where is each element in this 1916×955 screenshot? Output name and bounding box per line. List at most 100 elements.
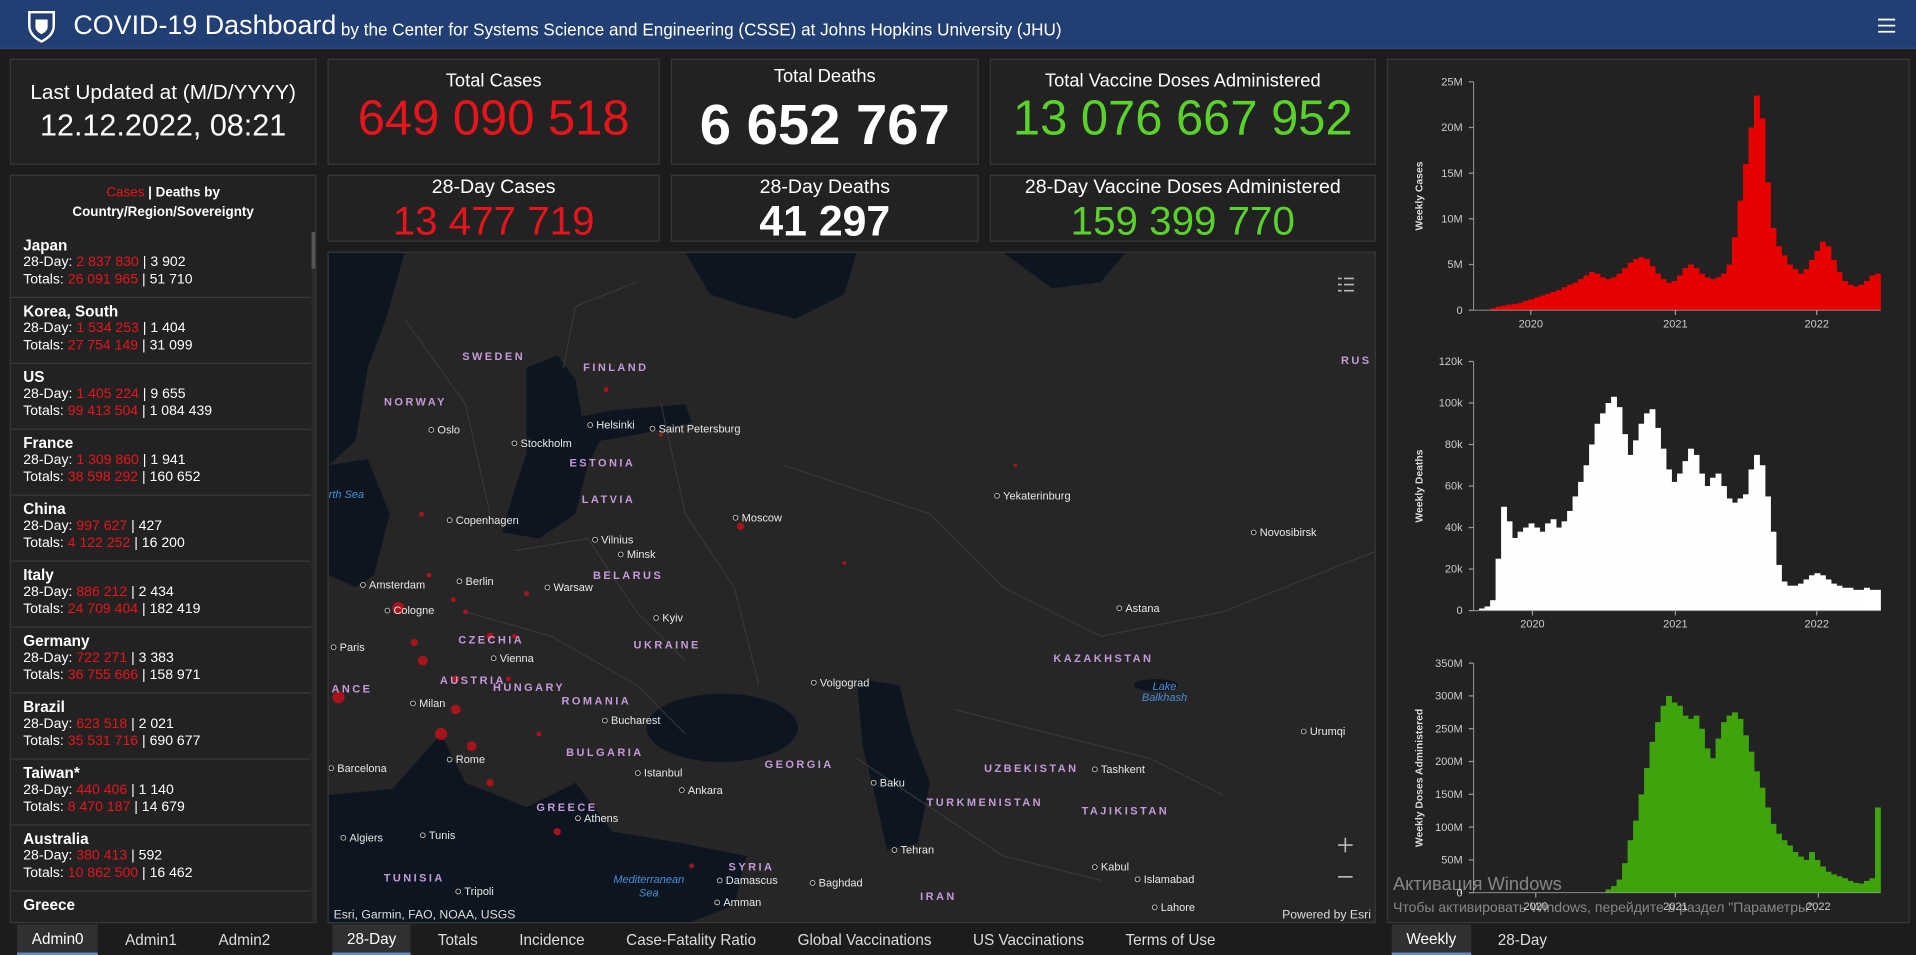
bar [1836,585,1843,611]
cases-value: 10 862 500 [67,865,139,881]
deaths-value: 3 383 [138,650,174,666]
baltic-sea [502,355,692,539]
x-tick-label: 2022 [1806,901,1830,913]
bar [1644,259,1650,311]
legend-button[interactable] [1337,277,1354,292]
bar [1776,833,1782,893]
legend-icon[interactable] [1337,277,1354,292]
case-bubble [486,779,494,787]
bar [1831,874,1837,893]
city-label: Warsaw [554,582,593,594]
tab[interactable]: Global Vaccinations [797,931,932,949]
bar [1792,269,1799,311]
city-label: Lahore [1161,902,1195,914]
tab[interactable]: Admin0 [17,924,99,955]
country-row[interactable]: Japan 28-Day: 2 837 830 | 3 902 Totals: 26… [10,232,311,298]
bar [1671,481,1678,611]
bar [1737,498,1744,611]
bar [1710,279,1716,311]
city-dot [340,834,347,841]
tab[interactable]: 28-Day [1497,931,1548,949]
country-row[interactable]: US 28-Day: 1 405 224 | 9 655 Totals: 99 41… [10,364,311,430]
country-row[interactable]: Taiwan* 28-Day: 440 406 | 1 140 Totals: 8 … [10,760,311,826]
watermark-title: Активация Windows [1393,873,1562,894]
stat-label: 28-Day Vaccine Doses Administered [1024,177,1341,198]
bar [1616,879,1623,893]
chart: Weekly Deaths 0 20k 40k 60k 80k 100k 120k 2020 20… [1414,356,1881,631]
borders [404,281,1375,881]
tab[interactable]: Case-Fatality Ratio [626,931,757,949]
bar [1501,305,1507,311]
list-title-separator: | [148,185,152,201]
city-dot [679,787,685,793]
bar [1721,486,1727,611]
x-tick-label: 2021 [1663,318,1687,330]
menu-button[interactable] [1877,17,1897,34]
city-label: Bucharest [611,715,660,727]
bar [1754,95,1760,311]
country-row[interactable]: Italy 28-Day: 886 212 | 2 434 Totals: 24 7… [10,562,311,628]
tab[interactable]: 28-Day [332,924,411,955]
country-line: 28-Day: 2 837 830 | 3 902 [23,254,310,271]
deaths-value: 16 200 [141,536,185,551]
scrollbar[interactable] [311,232,316,923]
line-label: Totals: [23,602,64,617]
bar [1622,863,1628,893]
country-line: 28-Day: 380 413 | 592 [23,848,310,865]
city-dot [456,578,463,585]
bar [1622,268,1628,311]
city-dot [602,717,608,724]
x-tick-label: 2020 [1520,619,1544,631]
separator: | [142,667,146,683]
zoom-controls[interactable] [1337,837,1353,878]
tab[interactable]: Incidence [519,931,585,949]
tab[interactable]: Admin1 [125,931,177,949]
line-label: 28-Day: [23,650,73,666]
bar [1820,866,1826,893]
cases-value: 99 413 504 [67,404,139,419]
bar [1831,583,1837,611]
line-label: 28-Day: [23,848,73,864]
tab[interactable]: US Vaccinations [973,931,1084,949]
chart: Weekly Cases 0 5M 10M 15M 20M 25M 2020 2021 2022 [1414,76,1881,330]
country-row[interactable]: France 28-Day: 1 309 860 | 1 941 Totals: 3… [10,430,311,496]
bar [1539,531,1546,611]
tab[interactable]: Admin2 [218,931,271,949]
bar [1556,527,1562,611]
city-dot [1134,876,1141,883]
bar [1660,705,1667,893]
separator: | [142,338,146,353]
scroll-thumb[interactable] [311,232,316,269]
y-tick-label: 80k [1445,439,1463,451]
city-label: Athens [584,813,619,825]
bar [1666,695,1672,893]
tab[interactable]: Totals [437,931,478,949]
tab[interactable]: Weekly [1391,924,1471,955]
north-sea [328,459,390,588]
case-bubble [392,602,405,615]
city-dot [714,899,721,906]
country-row[interactable]: Australia 28-Day: 380 413 | 592 Totals: 10… [10,826,311,892]
zoom-in[interactable] [1337,837,1353,853]
country-row[interactable]: Brazil 28-Day: 623 518 | 2 021 Totals: 35 … [10,694,311,760]
deaths-value: 16 462 [149,865,193,881]
city-dot [1116,605,1123,611]
cases-value: 623 518 [76,716,128,732]
bar [1556,290,1562,311]
city-label: Volgograd [820,677,869,689]
country-row[interactable]: Korea, South 28-Day: 1 534 253 | 1 404 Tot… [10,298,311,364]
bar [1864,280,1870,311]
y-tick-label: 200M [1435,756,1462,768]
map-panel[interactable]: SWEDEN FINLAND NORWAY ESTONIA LATVIA BELARUS U… [327,251,1376,924]
subtitle: by the Center for Systems Science and En… [340,19,1062,40]
map[interactable]: SWEDEN FINLAND NORWAY ESTONIA LATVIA BELARUS U… [328,252,1376,923]
deaths-value: 3 902 [150,255,186,270]
country-row[interactable]: Germany 28-Day: 722 271 | 3 383 Totals: 36… [10,628,311,694]
case-bubble [410,638,418,647]
country-row[interactable]: Greece [11,891,310,922]
border-lines [404,281,1375,881]
country-row[interactable]: China 28-Day: 997 627 | 427 Totals: 4 122 … [10,496,311,562]
tab[interactable]: Terms of Use [1125,931,1216,949]
country-label: AUSTRIA [440,675,506,687]
bar [1512,537,1518,611]
